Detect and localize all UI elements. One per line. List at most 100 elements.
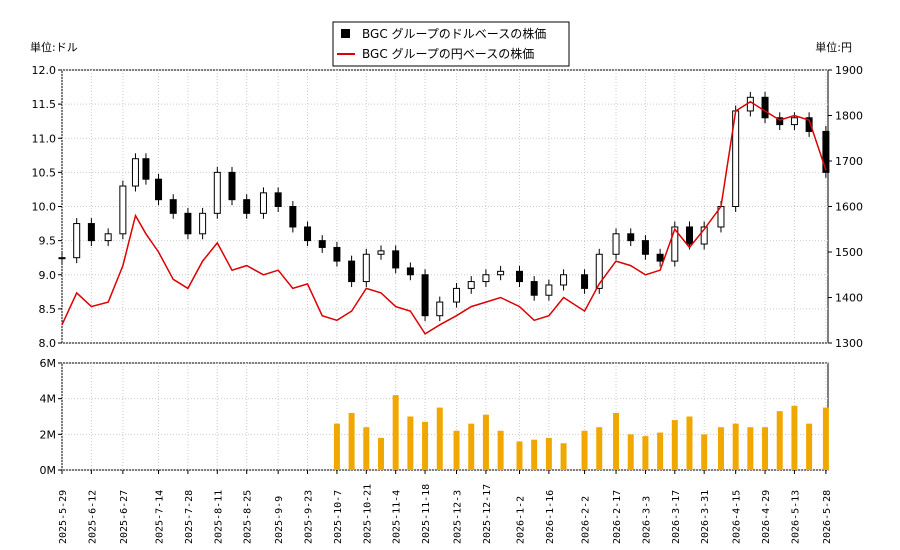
candle-body — [671, 226, 679, 262]
candle-body — [318, 240, 326, 248]
price-ytick-right-label: 1900 — [835, 64, 863, 77]
price-ytick-right-label: 1500 — [835, 246, 863, 259]
price-ytick-left-label: 10.5 — [32, 166, 57, 179]
candle-body — [169, 199, 177, 214]
x-tick-label: 2026-1-2 — [516, 496, 527, 544]
x-tick-label: 2025-12-3 — [453, 490, 464, 544]
price-ytick-right-label: 1300 — [835, 337, 863, 350]
volume-bar — [732, 423, 739, 470]
x-tick-label: 2025-12-17 — [482, 484, 493, 544]
date-x-axis: 2025-5-29 2025-6-12 2025-6-27 2025-7-14 2025… — [58, 470, 833, 544]
volume-bar — [407, 416, 414, 470]
price-ytick-left-label: 11.5 — [32, 98, 57, 111]
x-tick-label: 2026-5-28 — [822, 490, 833, 544]
x-tick-label: 2025-6-27 — [119, 490, 130, 544]
candle-body — [627, 233, 635, 242]
candle-body — [377, 250, 385, 255]
candle-body — [131, 158, 139, 187]
price-ytick-right-label: 1700 — [835, 155, 863, 168]
volume-bar — [762, 427, 769, 470]
candle-body — [348, 260, 356, 283]
price-y-axis-right: 1300 1400 1500 1600 1700 1800 1900 — [828, 64, 863, 350]
candle-body — [73, 223, 81, 259]
x-tick-label: 2026-3-31 — [700, 490, 711, 544]
volume-bar — [377, 437, 384, 470]
candle-body — [805, 117, 813, 132]
candle-body — [274, 192, 282, 208]
candle-body — [228, 171, 236, 201]
volume-bar — [392, 395, 399, 470]
volume-bar — [497, 430, 504, 470]
x-tick-label: 2025-10-21 — [362, 484, 373, 544]
candle-body — [421, 274, 429, 317]
candle-body — [641, 240, 649, 255]
candle-body — [155, 178, 163, 201]
price-y-axis-left: 8.0 8.5 9.0 9.5 10.0 10.5 11.0 11.5 12.0 — [32, 64, 62, 350]
price-ytick-left-label: 8.0 — [39, 337, 57, 350]
candle-body — [304, 226, 312, 242]
x-tick-label: 2026-1-16 — [545, 490, 556, 544]
candle-body — [392, 250, 400, 269]
x-tick-label: 2025-11-18 — [421, 484, 432, 544]
volume-bar — [613, 412, 620, 470]
price-ytick-left-label: 9.5 — [39, 235, 57, 248]
legend: BGC グループのドルベースの株価 BGC グループの円ベースの株価 — [332, 21, 570, 67]
price-ytick-right-label: 1800 — [835, 110, 863, 123]
volume-bar — [717, 427, 724, 470]
volume-bar — [348, 412, 355, 470]
candle-body — [560, 274, 568, 286]
price-ytick-left-label: 12.0 — [32, 64, 57, 77]
legend-usd-swatch — [341, 29, 350, 38]
x-tick-label: 2026-3-17 — [671, 490, 682, 544]
price-ytick-left-label: 9.0 — [39, 269, 57, 282]
volume-bar — [791, 405, 798, 470]
candle-body — [497, 270, 505, 276]
candle-body — [761, 96, 769, 119]
candle-body — [184, 212, 192, 235]
candle-body — [776, 117, 784, 126]
left-unit-label: 単位:ドル — [30, 40, 78, 54]
volume-ytick-label: 2M — [40, 428, 57, 441]
candle-body — [516, 270, 524, 283]
candle-body — [289, 206, 297, 228]
volume-bar — [806, 423, 813, 470]
candle-body — [199, 212, 207, 235]
candle-body — [243, 199, 251, 214]
x-tick-label: 2026-4-15 — [732, 490, 743, 544]
volume-bar — [436, 407, 443, 470]
candle-body — [453, 287, 461, 303]
candle-body — [482, 274, 490, 283]
x-tick-label: 2025-5-29 — [58, 490, 69, 544]
price-ytick-left-label: 10.0 — [32, 201, 57, 214]
candle-body — [822, 130, 830, 173]
candle-body — [142, 158, 150, 180]
volume-bar — [531, 439, 538, 470]
x-tick-label: 2026-5-13 — [790, 490, 801, 544]
volume-bar — [422, 421, 429, 470]
x-tick-label: 2025-8-25 — [243, 490, 254, 544]
candle-body — [58, 257, 66, 260]
candle-body — [436, 301, 444, 317]
volume-bar — [453, 430, 460, 470]
candle-body — [685, 226, 693, 245]
x-tick-label: 2025-9-23 — [304, 490, 315, 544]
candle-body — [700, 226, 708, 245]
candle-body — [530, 281, 538, 296]
candle-body — [333, 246, 341, 262]
volume-bar — [671, 420, 678, 470]
price-ytick-left-label: 11.0 — [32, 132, 57, 145]
x-tick-label: 2025-8-11 — [213, 490, 224, 544]
price-ytick-right-label: 1400 — [835, 292, 863, 305]
volume-bars — [333, 395, 829, 470]
volume-bar — [701, 434, 708, 470]
volume-ytick-label: 4M — [40, 393, 57, 406]
volume-bar — [627, 434, 634, 470]
volume-bar — [581, 430, 588, 470]
candle-body — [259, 192, 267, 214]
volume-panel — [61, 362, 829, 471]
right-unit-label: 単位:円 — [815, 40, 852, 54]
x-tick-label: 2026-4-29 — [761, 490, 772, 544]
x-tick-label: 2025-7-14 — [155, 490, 166, 544]
x-tick-label: 2025-9-9 — [274, 496, 285, 544]
legend-usd-label: BGC グループのドルベースの株価 — [362, 26, 546, 41]
